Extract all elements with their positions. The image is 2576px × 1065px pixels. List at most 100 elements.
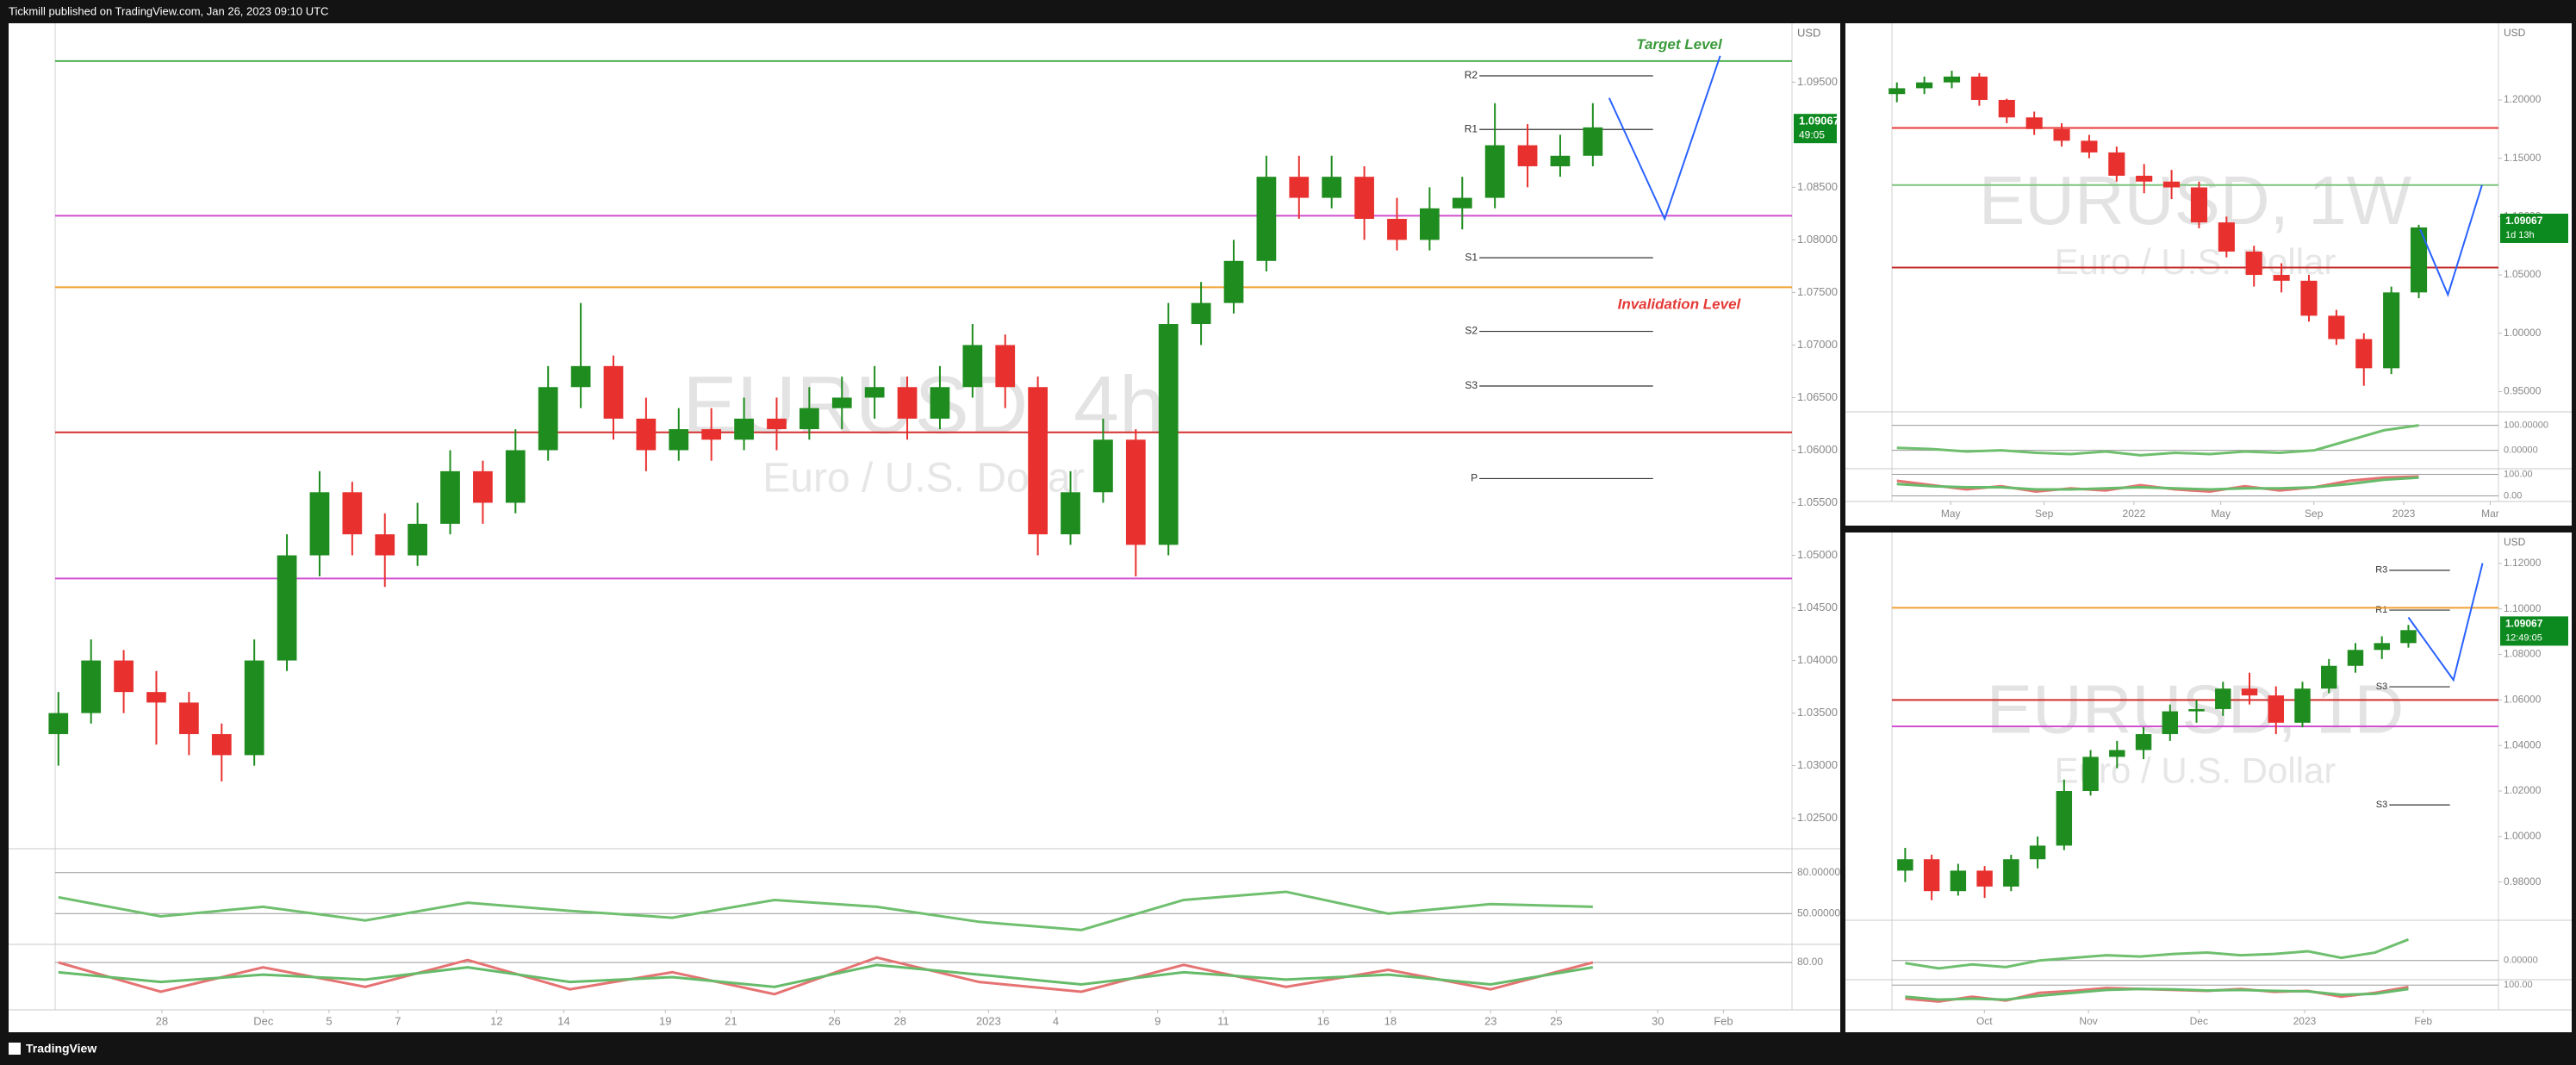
osc-tick-label: 80.00 <box>1797 956 1823 968</box>
y-tick-label: 0.95000 <box>2504 385 2542 397</box>
candle-body <box>1354 177 1374 219</box>
candle-body <box>2347 650 2364 666</box>
footer: TradingView <box>26 1042 96 1056</box>
candle-body <box>2081 140 2098 153</box>
y-tick-label: 1.04000 <box>1797 653 1838 666</box>
candle-body <box>1256 177 1277 261</box>
level-label: R2 <box>1465 69 1478 81</box>
y-tick-label: 1.00000 <box>2504 830 2542 842</box>
indicator-line <box>1905 937 2410 970</box>
x-tick-label: 26 <box>828 1014 840 1027</box>
y-tick-label: 1.04000 <box>2504 738 2542 750</box>
x-tick-label: 21 <box>725 1014 737 1027</box>
panel <box>9 23 1840 1032</box>
indicator-line <box>1896 476 2419 491</box>
candle-body <box>1223 260 1244 303</box>
candle-body <box>1061 492 1080 535</box>
osc-tick-label: 0.00000 <box>2504 445 2538 456</box>
candle-body <box>309 492 330 556</box>
candle-body <box>2188 708 2205 712</box>
candle-body <box>995 345 1016 388</box>
y-tick-label: 1.04500 <box>1797 601 1838 613</box>
currency: USD <box>2504 27 2526 39</box>
candle-body <box>2268 695 2284 723</box>
x-tick-label: 11 <box>1217 1014 1229 1027</box>
candle-body <box>1191 302 1211 325</box>
panel <box>1845 23 2572 526</box>
candle-body <box>2135 733 2152 750</box>
candle-body <box>505 450 526 503</box>
countdown: 49:05 <box>1799 128 1825 140</box>
price-box <box>2500 213 2568 243</box>
x-tick-label: 12 <box>490 1014 502 1027</box>
y-tick-label: 1.05500 <box>1797 495 1838 508</box>
x-tick-label: Feb <box>1714 1014 1733 1027</box>
candle-body <box>1943 76 1961 83</box>
candle-body <box>701 429 722 440</box>
candle-body <box>2218 222 2235 252</box>
candle-body <box>408 523 427 556</box>
candle-body <box>2003 859 2019 887</box>
candle-body <box>930 387 950 419</box>
level-label: S1 <box>1465 251 1478 263</box>
candle-body <box>2108 152 2125 176</box>
candle-body <box>1420 208 1440 240</box>
candle-body <box>1970 76 1988 100</box>
last-price: 1.09067 <box>2505 215 2543 227</box>
y-tick-label: 1.06000 <box>1797 443 1838 456</box>
watermark-subtitle: Euro / U.S. Dollar <box>2055 241 2336 282</box>
candle-body <box>2025 117 2043 129</box>
candle-body <box>1028 387 1048 535</box>
countdown: 12:49:05 <box>2505 632 2542 643</box>
candle-body <box>1387 218 1407 240</box>
x-tick-label: May <box>1941 508 1961 520</box>
candle-body <box>800 408 819 430</box>
projection <box>2419 184 2483 297</box>
osc-tick-label: 100.00 <box>2504 980 2533 990</box>
y-tick-label: 1.06000 <box>2504 694 2542 706</box>
projection <box>1608 55 1721 221</box>
candle-body <box>2355 339 2373 369</box>
x-tick-label: Mar <box>2481 508 2499 520</box>
y-tick-label: 1.08500 <box>1797 180 1838 193</box>
candle-body <box>2400 630 2417 644</box>
level-label: R1 <box>2375 605 2387 615</box>
y-tick-label: 1.03000 <box>1797 758 1838 771</box>
candle-body <box>1998 99 2015 118</box>
candle-body <box>2410 227 2428 293</box>
candle-body <box>1583 127 1603 156</box>
watermark-subtitle: Euro / U.S. Dollar <box>2055 750 2336 791</box>
candle-body <box>2136 175 2153 182</box>
candle-body <box>1289 177 1310 198</box>
osc-tick-label: 100.00000 <box>2504 420 2548 431</box>
candle-body <box>767 418 787 430</box>
candle-body <box>2082 757 2099 791</box>
level-label: P <box>1471 472 1478 484</box>
panel <box>1845 532 2572 1032</box>
x-tick-label: 5 <box>326 1014 332 1027</box>
level-label: R1 <box>1465 122 1478 134</box>
x-tick-label: 9 <box>1154 1014 1160 1027</box>
y-tick-label: 1.03500 <box>1797 706 1838 719</box>
candle-body <box>2029 845 2046 860</box>
x-tick-label: Sep <box>2035 508 2054 520</box>
y-tick-label: 1.05000 <box>2504 268 2542 280</box>
x-tick-label: 18 <box>1384 1014 1397 1027</box>
candle-body <box>831 397 852 408</box>
candle-body <box>1093 439 1113 493</box>
candle-body <box>897 387 918 419</box>
osc-tick-label: 0.00 <box>2504 490 2522 501</box>
x-tick-label: 16 <box>1317 1014 1329 1027</box>
candle-body <box>1916 82 1933 89</box>
candle-body <box>2374 643 2390 651</box>
indicator-line <box>58 890 1593 931</box>
x-tick-label: 2023 <box>2392 508 2416 520</box>
x-tick-label: 4 <box>1053 1014 1059 1027</box>
indicator-line <box>1905 987 2409 1001</box>
candle-body <box>2190 187 2208 223</box>
candle-body <box>636 418 656 451</box>
y-tick-label: 1.15000 <box>2504 152 2542 164</box>
candle-body <box>1888 88 1906 95</box>
y-tick-label: 1.12000 <box>2504 557 2542 569</box>
